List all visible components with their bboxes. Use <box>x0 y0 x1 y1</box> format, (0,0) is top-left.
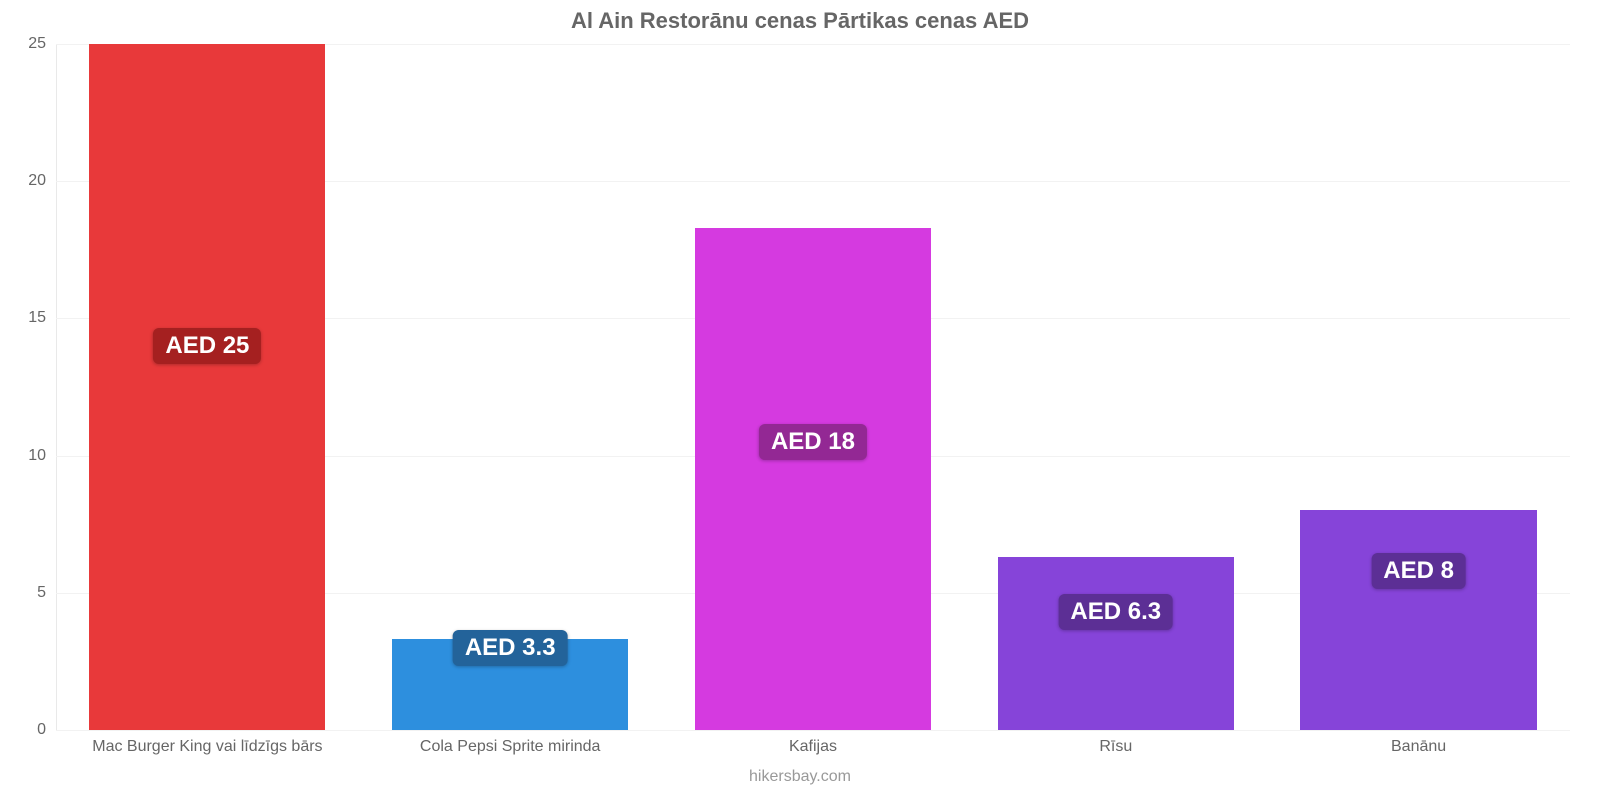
bar <box>695 228 931 730</box>
bar-value-label: AED 6.3 <box>1058 594 1173 630</box>
grid-line <box>56 730 1570 731</box>
bar <box>998 557 1234 730</box>
bar-slot: AED 18 <box>662 44 965 730</box>
y-tick-label: 15 <box>28 309 56 327</box>
x-tick-label: Mac Burger King vai līdzīgs bārs <box>56 738 359 756</box>
bar-slot: AED 3.3 <box>359 44 662 730</box>
price-chart: Al Ain Restorānu cenas Pārtikas cenas AE… <box>0 0 1600 800</box>
plot-area: 0510152025 AED 25AED 3.3AED 18AED 6.3AED… <box>56 44 1570 730</box>
x-axis-labels: Mac Burger King vai līdzīgs bārsCola Pep… <box>56 738 1570 756</box>
bar <box>89 44 325 730</box>
x-tick-label: Kafijas <box>662 738 965 756</box>
bars-row: AED 25 AED 3.3 AED 18 AED 6.3 AED 8 <box>56 44 1570 730</box>
y-tick-label: 0 <box>37 721 56 739</box>
bar-value-label: AED 25 <box>153 328 261 364</box>
bar-slot: AED 8 <box>1267 44 1570 730</box>
bar-value-label: AED 8 <box>1371 553 1466 589</box>
bar <box>1300 510 1536 730</box>
bar-value-label: AED 3.3 <box>453 630 568 666</box>
x-tick-label: Banānu <box>1267 738 1570 756</box>
y-tick-label: 20 <box>28 172 56 190</box>
bar-slot: AED 25 <box>56 44 359 730</box>
chart-caption: hikersbay.com <box>0 768 1600 786</box>
y-tick-label: 25 <box>28 35 56 53</box>
y-tick-label: 10 <box>28 447 56 465</box>
chart-title: Al Ain Restorānu cenas Pārtikas cenas AE… <box>0 8 1600 34</box>
x-tick-label: Rīsu <box>964 738 1267 756</box>
x-tick-label: Cola Pepsi Sprite mirinda <box>359 738 662 756</box>
y-tick-label: 5 <box>37 584 56 602</box>
bar-slot: AED 6.3 <box>964 44 1267 730</box>
bar-value-label: AED 18 <box>759 424 867 460</box>
